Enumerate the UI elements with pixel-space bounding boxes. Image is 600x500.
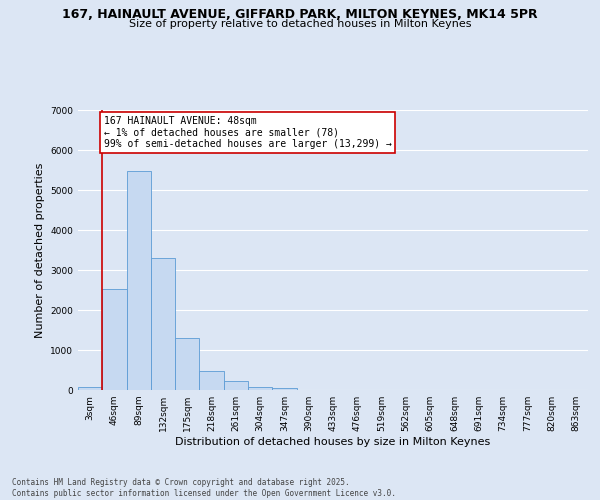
Bar [175,338,199,390]
Text: Contains HM Land Registry data © Crown copyright and database right 2025.
Contai: Contains HM Land Registry data © Crown c… [12,478,396,498]
Text: 167 HAINAULT AVENUE: 48sqm
← 1% of detached houses are smaller (78)
99% of semi-: 167 HAINAULT AVENUE: 48sqm ← 1% of detac… [104,116,391,149]
Bar [199,371,224,390]
X-axis label: Distribution of detached houses by size in Milton Keynes: Distribution of detached houses by size … [175,437,491,447]
Bar [102,289,127,390]
Text: Size of property relative to detached houses in Milton Keynes: Size of property relative to detached ho… [129,19,471,29]
Bar [78,387,102,390]
Y-axis label: Number of detached properties: Number of detached properties [35,162,44,338]
Bar [127,171,151,390]
Bar [248,387,272,390]
Bar [224,381,248,390]
Text: 167, HAINAULT AVENUE, GIFFARD PARK, MILTON KEYNES, MK14 5PR: 167, HAINAULT AVENUE, GIFFARD PARK, MILT… [62,8,538,20]
Bar [272,388,296,390]
Bar [151,258,175,390]
